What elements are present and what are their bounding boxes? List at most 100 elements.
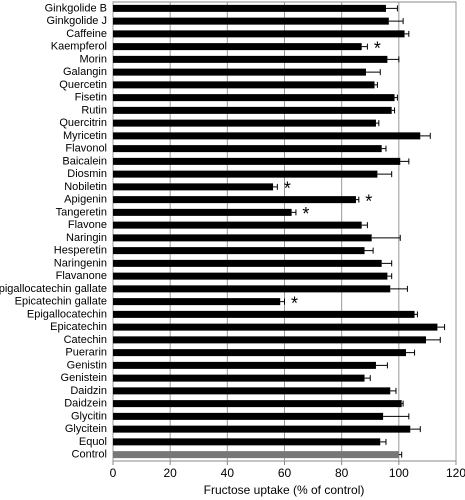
y-tick-label: Epigallocatechin <box>27 308 107 320</box>
y-tick-label: Daidzein <box>64 398 107 410</box>
bar <box>113 387 391 395</box>
significance-marker: * <box>291 293 298 313</box>
error-bar <box>381 145 387 152</box>
bar <box>113 208 292 216</box>
bar <box>113 349 406 357</box>
x-tick-label: 40 <box>221 466 235 480</box>
y-tick-label: Baicalein <box>62 155 107 167</box>
error-bar <box>405 349 416 356</box>
y-tick-label: Rutin <box>81 104 107 116</box>
y-tick-label: Naringenin <box>54 257 107 269</box>
y-tick-label: Catechin <box>64 334 107 346</box>
bar <box>113 285 391 293</box>
bar <box>113 310 415 318</box>
bar <box>113 438 381 446</box>
bar <box>113 298 281 306</box>
bar <box>113 221 362 229</box>
bar <box>113 336 426 344</box>
bar <box>113 400 402 408</box>
x-tick-label: 60 <box>278 466 292 480</box>
error-bar <box>280 298 285 305</box>
y-tick-label: Glycitein <box>65 423 107 435</box>
y-tick-label: Apigenin <box>64 194 107 206</box>
error-bar <box>388 18 404 25</box>
error-bar <box>394 94 398 101</box>
y-tick-label: Puerarin <box>65 347 107 359</box>
x-tick-label: 20 <box>163 466 177 480</box>
y-tick-label: Genistein <box>61 372 107 384</box>
y-tick-label: Caffeine <box>66 28 107 40</box>
bar <box>113 145 382 153</box>
error-bar <box>387 273 393 280</box>
y-tick-label: Fisetin <box>75 92 107 104</box>
y-tick-label: Quercetin <box>59 79 107 91</box>
x-axis-title: Fructose uptake (% of control) <box>204 483 365 497</box>
error-bar <box>383 413 410 420</box>
error-bar <box>437 324 446 331</box>
y-tick-label: Daidzin <box>70 385 107 397</box>
y-tick-label: Quercitrin <box>59 117 107 129</box>
bar <box>113 4 386 12</box>
error-bar <box>355 196 360 203</box>
y-tick-label: Genistin <box>67 359 107 371</box>
error-bar <box>380 438 387 445</box>
error-bar <box>377 171 393 178</box>
bar <box>113 425 411 433</box>
bar <box>113 132 421 140</box>
error-bar <box>425 336 441 343</box>
significance-marker: * <box>284 179 291 199</box>
y-tick-label: Galangin <box>63 66 107 78</box>
error-bar <box>401 400 404 407</box>
error-bar <box>374 81 378 88</box>
error-bar <box>371 234 401 241</box>
error-bar <box>414 311 418 318</box>
error-bar <box>364 247 374 254</box>
bar <box>113 17 389 25</box>
error-bar <box>365 69 381 76</box>
y-tick-label: Flavanone <box>56 270 107 282</box>
y-tick-label: Naringin <box>66 232 107 244</box>
bar <box>113 55 388 63</box>
significance-marker: * <box>374 38 381 58</box>
error-bar <box>400 158 410 165</box>
bar <box>113 361 376 369</box>
y-tick-label: Tangeretin <box>56 206 107 218</box>
bar <box>113 81 375 89</box>
bar <box>113 94 395 102</box>
bar <box>113 272 388 280</box>
bar <box>113 170 378 178</box>
y-tick-label: Nobiletin <box>64 181 107 193</box>
error-bar <box>273 183 278 190</box>
y-tick-label: Kaempferol <box>51 41 107 53</box>
bar <box>113 451 399 459</box>
significance-marker: * <box>365 191 372 211</box>
error-bar <box>381 260 393 267</box>
x-tick-label: 120 <box>446 466 465 480</box>
bar <box>113 30 405 38</box>
error-bar <box>420 132 431 139</box>
error-bar <box>385 5 398 12</box>
error-bar <box>390 387 397 394</box>
error-bar <box>291 209 297 216</box>
y-tick-label: Diosmin <box>67 168 107 180</box>
y-tick-label: Myricetin <box>63 130 107 142</box>
y-tick-label: Flavonol <box>65 143 107 155</box>
y-tick-label: Morin <box>79 53 107 65</box>
y-tick-label: Hesperetin <box>54 245 107 257</box>
error-bar <box>361 43 368 50</box>
y-tick-label: Epigallocatechin gallate <box>0 283 107 295</box>
y-tick-label: Epicatechin <box>50 321 107 333</box>
bar <box>113 247 365 255</box>
bar <box>113 43 362 51</box>
bar <box>113 323 438 331</box>
error-bar <box>375 362 388 369</box>
bar <box>113 412 384 420</box>
bar <box>113 119 376 127</box>
x-tick-label: 80 <box>335 466 349 480</box>
error-bar <box>361 222 368 229</box>
error-bar <box>398 451 403 458</box>
bar <box>113 196 356 204</box>
bar <box>113 106 392 114</box>
error-bar <box>364 375 371 382</box>
